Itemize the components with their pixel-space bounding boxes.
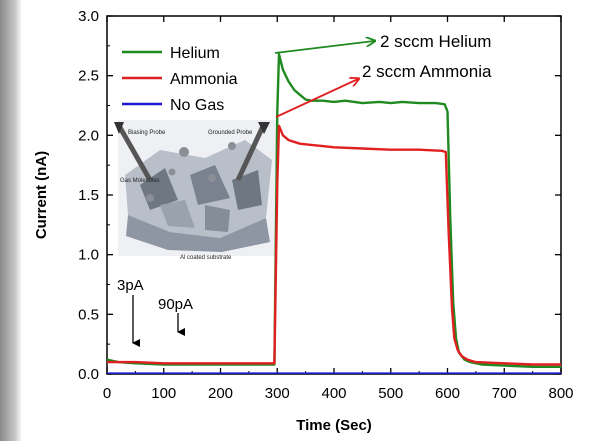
inset-label-substrate: Al coated substrate	[180, 255, 232, 261]
y-tick-label: 1.5	[78, 187, 99, 204]
inset-label-gas-molecules: Gas Molecules	[120, 178, 160, 184]
annotation-3pa: 3pA	[117, 277, 144, 294]
legend-label-helium: Helium	[170, 45, 220, 62]
legend: Helium Ammonia No Gas	[122, 45, 238, 114]
annotation-ammonia: 2 sccm Ammonia	[362, 62, 492, 81]
annotation-helium: 2 sccm Helium	[380, 32, 491, 51]
y-tick-label: 1.0	[78, 247, 99, 264]
y-tick-label: 2.0	[78, 127, 99, 144]
x-axis-title: Time (Sec)	[296, 417, 372, 434]
annotations: 2 sccm Helium 2 sccm Ammonia 3pA 90pA	[117, 32, 492, 347]
inset-label-biasing-probe: Biasing Probe	[128, 130, 166, 136]
y-tick-label: 2.5	[78, 68, 99, 85]
x-tick-label: 300	[265, 385, 290, 402]
series-line-ammonia	[107, 124, 561, 366]
series-group	[107, 53, 561, 374]
x-tick-label: 400	[321, 385, 346, 402]
inset-label-grounded-probe: Grounded Probe	[208, 130, 253, 136]
y-tick-labels: 0.0 0.5 1.0 1.5 2.0 2.5 3.0	[78, 8, 99, 383]
x-tick-labels: 0 100 200 300 400 500 600 700 800	[103, 385, 574, 402]
x-tick-label: 100	[151, 385, 176, 402]
ammonia-arrow	[275, 79, 358, 118]
annotation-90pa: 90pA	[158, 296, 193, 313]
legend-label-ammonia: Ammonia	[170, 71, 238, 88]
x-tick-label: 600	[435, 385, 460, 402]
legend-label-no-gas: No Gas	[170, 97, 224, 114]
y-tick-label: 0.5	[78, 306, 99, 323]
x-tick-label: 500	[378, 385, 403, 402]
y-tick-label: 3.0	[78, 8, 99, 25]
x-tick-label: 0	[103, 385, 111, 402]
inset-illustration: Biasing Probe Grounded Probe Gas Molecul…	[114, 120, 276, 261]
x-tick-label: 700	[492, 385, 517, 402]
x-tick-label: 800	[548, 385, 573, 402]
left-edge-shade	[0, 0, 22, 441]
y-axis-title: Current (nA)	[33, 151, 50, 239]
x-tick-label: 200	[208, 385, 233, 402]
helium-arrow	[274, 41, 374, 54]
y-tick-label: 0.0	[78, 366, 99, 383]
